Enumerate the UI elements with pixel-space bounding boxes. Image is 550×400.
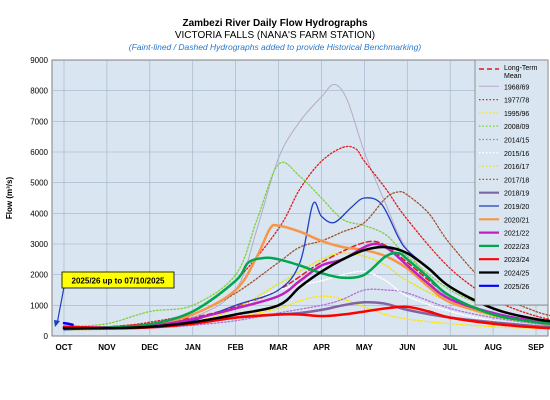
annotation-text: 2025/26 up to 07/10/2025 [72, 277, 166, 286]
y-tick-label: 9000 [30, 56, 48, 65]
y-tick-label: 0 [44, 332, 49, 341]
x-tick-label: JUL [443, 343, 458, 352]
legend-label: 2015/16 [504, 151, 529, 158]
chart-subtitle: VICTORIA FALLS (NANA'S FARM STATION) [174, 30, 376, 41]
x-tick-label: MAY [356, 343, 374, 352]
legend-label: 2023/24 [504, 257, 529, 264]
x-tick-label: MAR [269, 343, 287, 352]
legend-label: 1977/78 [504, 98, 529, 105]
y-tick-labels: 0 1000 2000 3000 4000 5000 6000 7000 8000 9000 [30, 56, 48, 341]
x-tick-label: JUN [399, 343, 415, 352]
series-line-2020-21 [62, 223, 550, 330]
legend-label: 2025/26 [504, 284, 529, 291]
legend-label: 2020/21 [504, 217, 529, 224]
legend-label: 2024/25 [504, 271, 529, 278]
y-tick-label: 2000 [30, 271, 48, 280]
annotation-arrow [56, 286, 65, 325]
annotation-arrowhead [54, 320, 60, 327]
legend-label: 2018/19 [504, 191, 529, 198]
chart-note: (Faint-lined / Dashed Hydrographs added … [128, 42, 422, 52]
annotation-box [61, 271, 175, 289]
y-tick-label: 3000 [30, 240, 48, 249]
x-tick-label: JAN [185, 343, 201, 352]
series-lines [62, 84, 550, 331]
plot-area [51, 59, 549, 337]
y-tick-label: 7000 [30, 117, 48, 126]
series-line-1995-96 [63, 295, 550, 331]
x-tick-label: SEP [528, 343, 545, 352]
legend-label: 2016/17 [504, 164, 529, 171]
legend-label: 2008/09 [504, 124, 529, 131]
y-axis-label: Flow (m³/s) [5, 177, 14, 220]
x-tick-label: DEC [141, 343, 158, 352]
series-line-2008-09 [63, 161, 550, 328]
x-tick-label: FEB [228, 343, 244, 352]
x-tick-label: AUG [484, 343, 502, 352]
legend-label: 2021/22 [504, 231, 529, 238]
y-tick-label: 1000 [30, 301, 48, 310]
y-tick-label: 4000 [30, 209, 48, 218]
x-tick-label: APR [313, 343, 330, 352]
legend: Long-Term Mean 1968/69 1977/78 1995/96 2008/0… [474, 59, 549, 306]
series-line-2024-25 [62, 245, 550, 330]
legend-label: 1995/96 [504, 111, 529, 118]
y-tick-label: 6000 [30, 148, 48, 157]
x-tick-labels: OCT NOV DEC JAN FEB MAR APR MAY JUN JUL AUG SEP [56, 343, 545, 352]
legend-label: 1968/69 [504, 84, 529, 91]
x-tick-label: NOV [98, 343, 116, 352]
legend-label: Long-Term Mean [504, 65, 538, 80]
series-line-2022-23 [62, 251, 550, 330]
annotation: 2025/26 up to 07/10/2025 [54, 271, 175, 327]
legend-box [474, 59, 549, 306]
legend-label: 2014/15 [504, 138, 529, 145]
chart-title: Zambezi River Daily Flow Hydrographs [182, 18, 368, 29]
x-tick-label: OCT [56, 343, 73, 352]
y-tick-label: 5000 [30, 179, 48, 188]
y-tick-label: 8000 [30, 87, 48, 96]
series-line-2025-26 [62, 321, 74, 326]
legend-label: 2022/23 [504, 244, 529, 251]
legend-label: 2019/20 [504, 204, 529, 211]
legend-label: 2017/18 [504, 177, 529, 184]
